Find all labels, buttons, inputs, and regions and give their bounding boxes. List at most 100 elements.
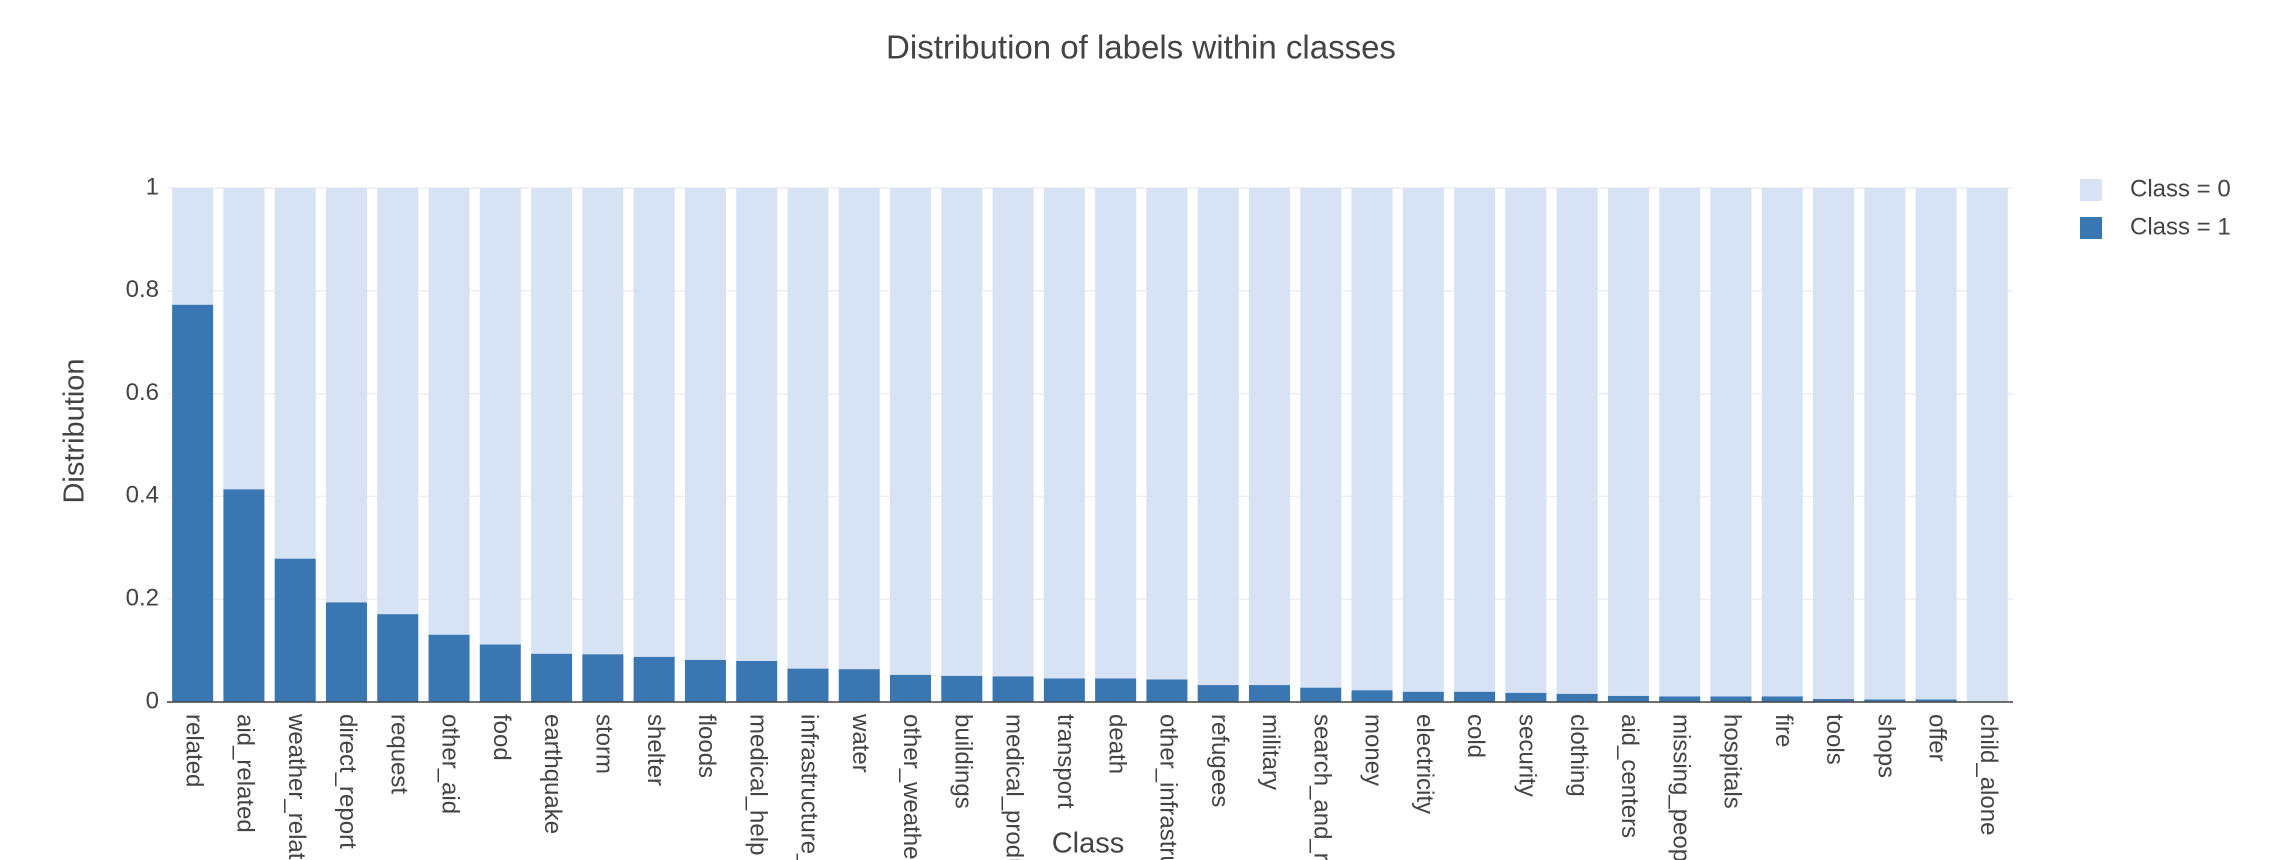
bar-segment: [325, 188, 367, 603]
x-tick-label: floods: [693, 714, 720, 778]
bar-segment: [1043, 678, 1085, 702]
bar-segment: [1351, 690, 1393, 702]
x-tick-label: other_aid: [437, 714, 464, 814]
bar-segment: [838, 669, 880, 702]
bar-segment: [428, 188, 470, 635]
x-tick-label: shelter: [642, 714, 669, 786]
bar-segment: [1146, 679, 1188, 702]
bar-segment: [1556, 188, 1598, 694]
x-tick-label: child_alone: [1975, 714, 2002, 835]
bar-segment: [1710, 188, 1752, 697]
bar-segment: [1761, 696, 1803, 702]
bar-segment: [1505, 692, 1547, 702]
bar-segment: [531, 653, 573, 702]
x-tick-label: security: [1514, 714, 1541, 797]
x-tick-label: death: [1103, 714, 1130, 774]
bar-segment: [1146, 188, 1188, 680]
x-tick-label: infrastructure_related: [796, 714, 823, 860]
bar-segment: [428, 634, 470, 702]
bar-segment: [479, 644, 521, 702]
y-tick-label: 1: [146, 173, 159, 200]
x-tick-label: weather_related: [283, 713, 310, 860]
x-tick-label: buildings: [949, 714, 976, 809]
bar-segment: [1864, 699, 1906, 702]
x-tick-label: water: [847, 713, 874, 773]
bar-segment: [582, 188, 624, 655]
x-axis-title: Class: [1052, 828, 1125, 860]
x-tick-label: money: [1360, 714, 1387, 786]
x-tick-label: tools: [1821, 714, 1848, 765]
bar-segment: [531, 188, 573, 654]
bar-segment: [479, 188, 521, 645]
bar-segment: [172, 304, 214, 702]
x-tick-label: refugees: [1206, 714, 1233, 807]
bar-segment: [992, 676, 1034, 702]
x-tick-label: medical_help: [744, 714, 771, 855]
bar-segment: [787, 668, 829, 702]
bar-segment: [582, 654, 624, 702]
x-tick-label: storm: [591, 714, 618, 774]
bar-segment: [1454, 691, 1496, 702]
y-tick-label: 0.4: [126, 482, 159, 509]
x-tick-label: other_weather: [898, 714, 925, 860]
chart-title: Distribution of labels within classes: [886, 29, 1396, 66]
x-tick-label: other_infrastructure: [1155, 714, 1182, 860]
x-tick-label: clothing: [1565, 714, 1592, 797]
x-tick-label: medical_products: [1001, 714, 1028, 860]
bar-segment: [325, 602, 367, 702]
x-tick-label: military: [1257, 714, 1284, 790]
bar-segment: [223, 489, 265, 702]
bar-segment: [1095, 188, 1137, 679]
bar-segment: [1966, 188, 2008, 702]
bar-segment: [1607, 695, 1649, 702]
x-tick-label: earthquake: [539, 714, 566, 834]
bar-segment: [1813, 188, 1855, 699]
bar-segment: [1300, 687, 1342, 702]
x-tick-label: aid_centers: [1616, 714, 1643, 838]
bar-segment: [223, 188, 265, 490]
x-tick-label: direct_report: [334, 714, 361, 849]
x-tick-label: shops: [1872, 714, 1899, 778]
bar-segment: [941, 188, 983, 676]
x-tick-label: food: [488, 714, 515, 761]
x-tick-label: fire: [1770, 714, 1797, 747]
x-tick-label: hospitals: [1719, 714, 1746, 809]
bar-segment: [684, 659, 726, 702]
bar-segment: [1351, 188, 1393, 691]
x-tick-label: missing_people: [1667, 714, 1694, 860]
bar-segment: [1915, 699, 1957, 702]
y-axis-title: Distribution: [59, 358, 91, 503]
legend-label: Class = 0: [2130, 175, 2231, 202]
bar-segment: [274, 188, 316, 559]
bar-segment: [633, 188, 675, 657]
x-tick-label: related: [180, 714, 207, 787]
bar-segment: [1813, 698, 1855, 702]
bar-segment: [1915, 188, 1957, 700]
bar-segment: [1454, 188, 1496, 692]
x-tick-label: cold: [1462, 714, 1489, 758]
bar-segment: [172, 188, 214, 305]
bar-segment: [1505, 188, 1547, 693]
bar-segment: [1402, 691, 1444, 702]
bar-segment: [274, 558, 316, 702]
bar-segment: [1095, 678, 1137, 702]
bar-segment: [377, 614, 419, 702]
x-tick-label: search_and_rescue: [1308, 714, 1335, 860]
bar-segment: [1300, 188, 1342, 688]
bar-segment: [633, 656, 675, 702]
bar-segment: [1197, 188, 1239, 686]
x-tick-label: transport: [1052, 714, 1079, 809]
y-tick-label: 0.6: [126, 379, 159, 406]
bar-segment: [1659, 188, 1701, 697]
bar-segment: [1607, 188, 1649, 696]
legend-swatch: [2080, 179, 2102, 201]
bar-segment: [787, 188, 829, 669]
bar-segment: [736, 660, 778, 702]
bar-segment: [1248, 685, 1290, 702]
y-tick-label: 0: [146, 687, 159, 714]
bar-segment: [1556, 693, 1598, 702]
bar-segment: [890, 188, 932, 675]
bar-segment: [1864, 188, 1906, 700]
bar-segment: [1659, 696, 1701, 702]
